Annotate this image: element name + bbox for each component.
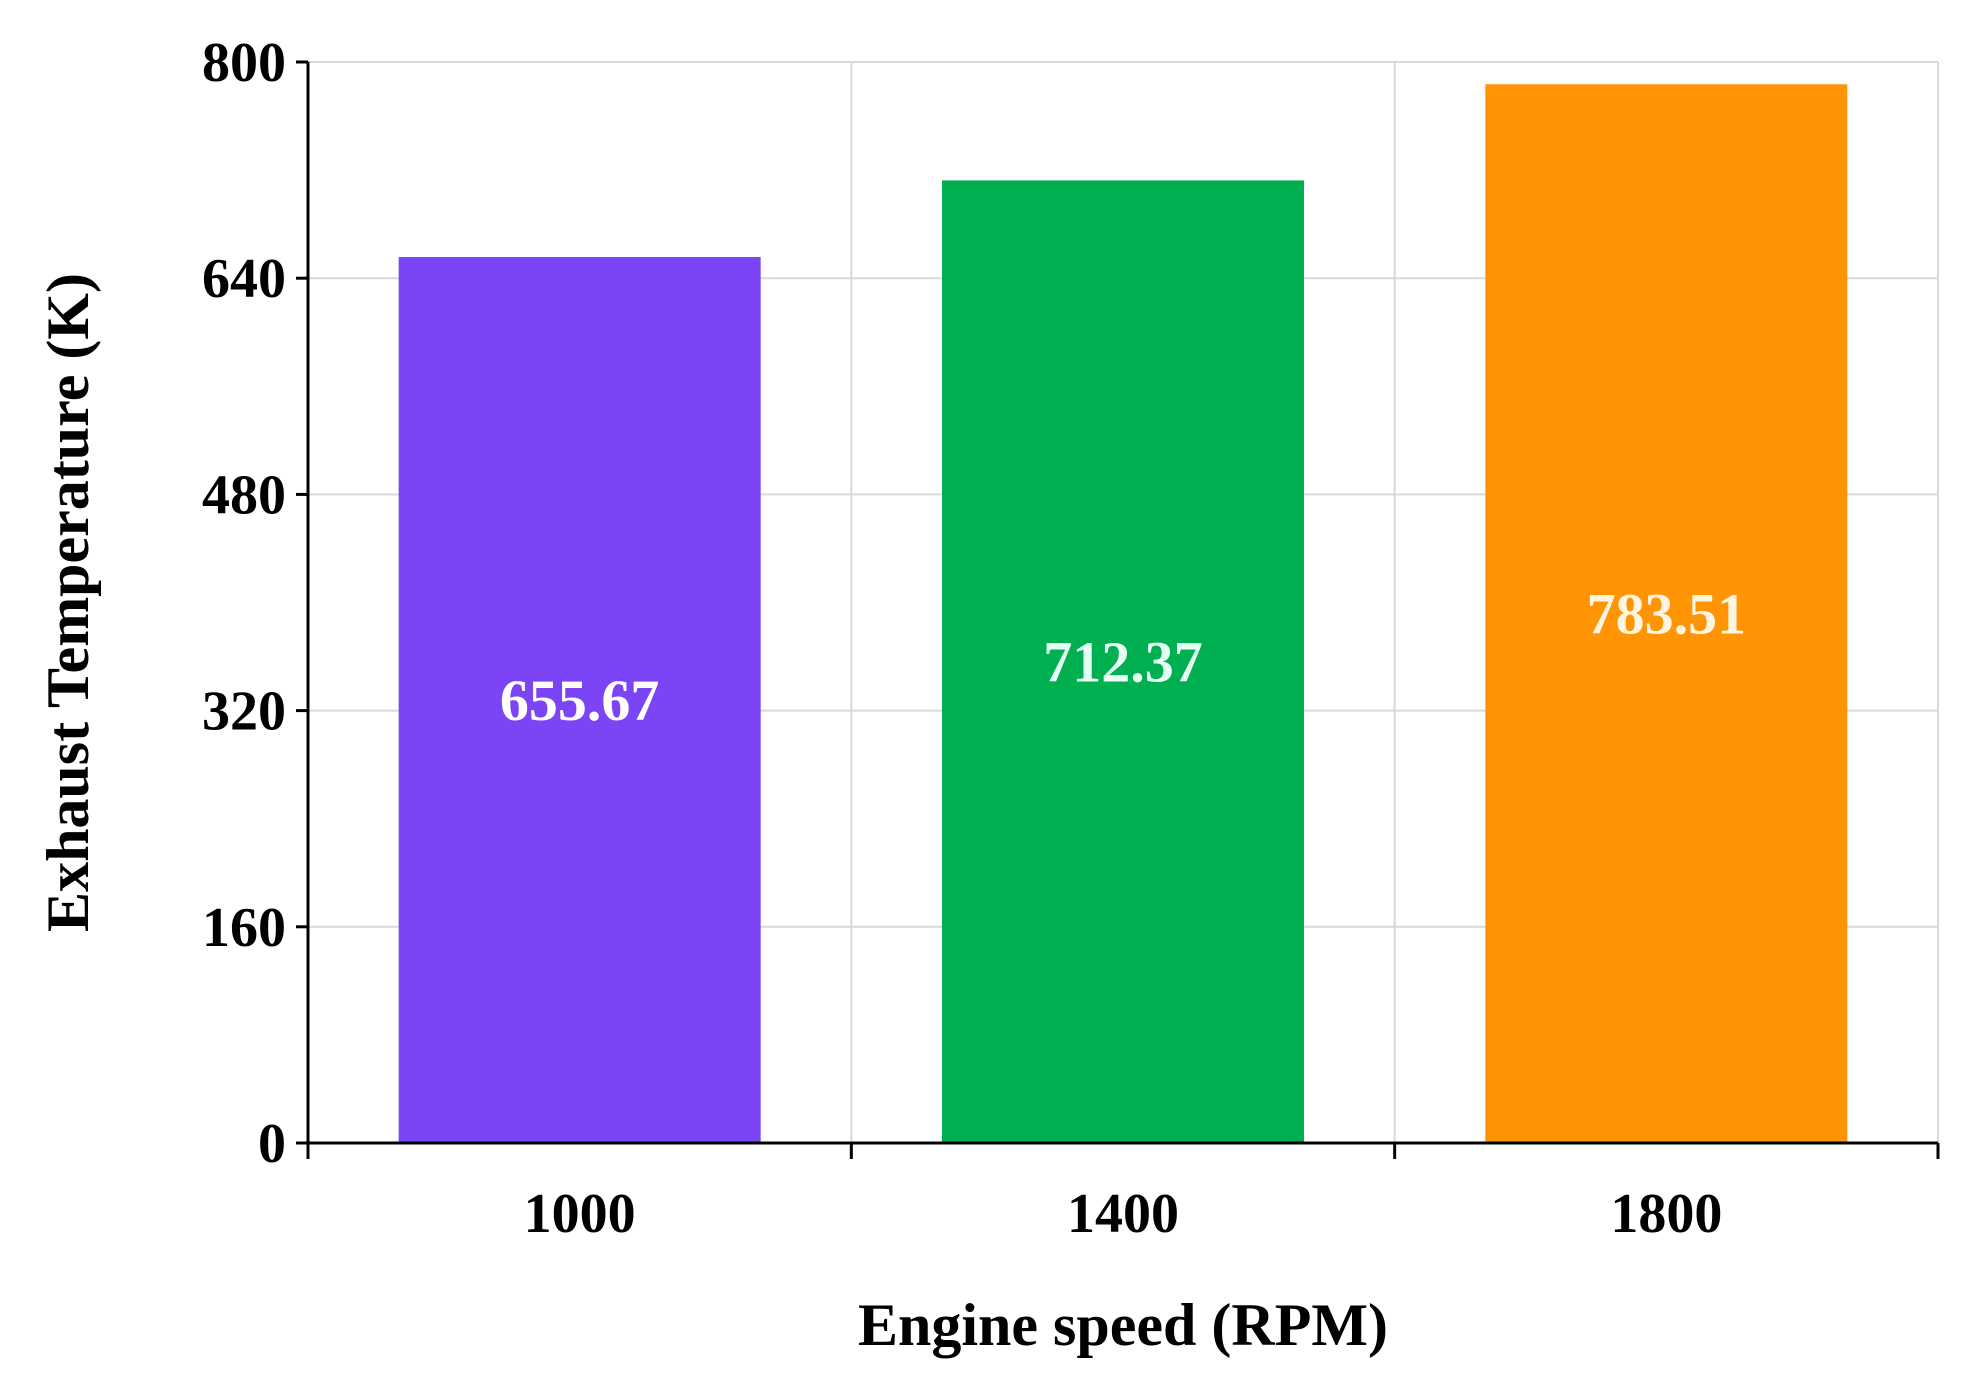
y-tick-label: 800 xyxy=(202,32,286,94)
x-tick-label-1800: 1800 xyxy=(1610,1183,1722,1245)
data-label-1400: 712.37 xyxy=(1043,630,1203,695)
axes xyxy=(296,60,1940,1159)
y-tick-label: 640 xyxy=(202,248,286,310)
y-tick-label: 0 xyxy=(258,1113,286,1175)
bars xyxy=(398,84,1848,1144)
y-tick-label: 160 xyxy=(202,897,286,959)
y-tick-label: 320 xyxy=(202,681,286,743)
x-tick-label-1000: 1000 xyxy=(524,1183,636,1245)
y-axis-title: Exhaust Temperature (K) xyxy=(35,273,101,932)
data-label-1000: 655.67 xyxy=(500,668,660,733)
bar-1800 xyxy=(1485,84,1848,1144)
data-labels: 655.67 712.37 783.51 xyxy=(500,582,1746,733)
x-tick-labels: 1000 1400 1800 xyxy=(524,1183,1723,1245)
bar-1400 xyxy=(942,180,1304,1143)
x-tick-label-1400: 1400 xyxy=(1067,1183,1179,1245)
data-label-1800: 783.51 xyxy=(1587,582,1747,647)
x-axis-title: Engine speed (RPM) xyxy=(858,1292,1388,1358)
y-tick-labels: 0 160 320 480 640 800 xyxy=(202,32,286,1175)
bar-1000 xyxy=(398,257,761,1144)
y-tick-label: 480 xyxy=(202,464,286,526)
